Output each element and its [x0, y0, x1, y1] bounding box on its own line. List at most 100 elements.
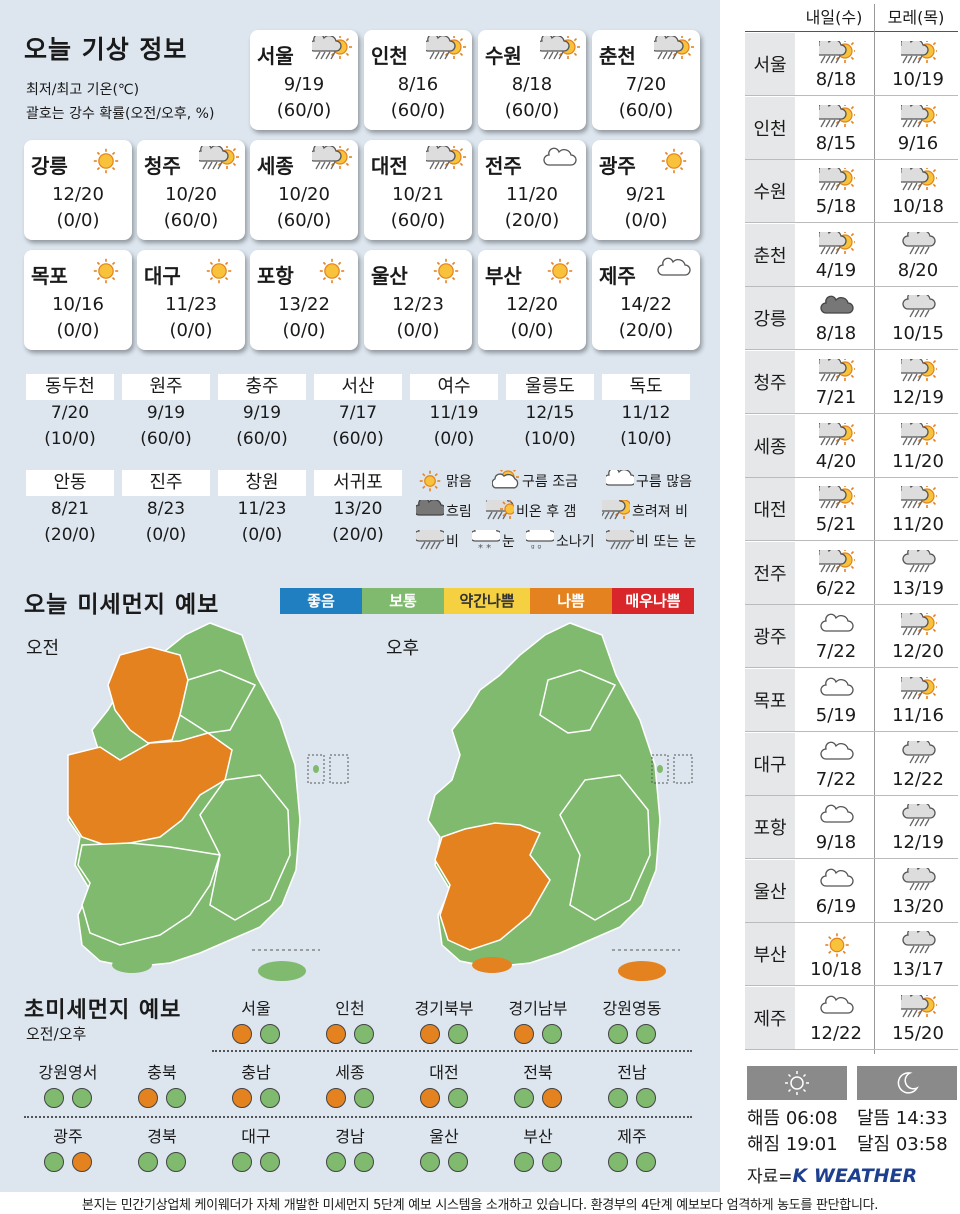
rain-sun-icon — [819, 422, 855, 445]
small-city-prob: (60/0) — [332, 429, 384, 449]
day1-temp: 6/19 — [815, 895, 857, 917]
pm-title: 오늘 미세먼지 예보 — [24, 592, 220, 618]
city-temp: 8/18 — [511, 74, 553, 95]
sun-outline-icon — [785, 1071, 809, 1095]
city-prob: (60/0) — [390, 100, 446, 121]
region-name: 부산 — [523, 1127, 553, 1146]
moon-box — [857, 1066, 957, 1100]
fine-dust-region: 경기남부 — [498, 996, 578, 1044]
legend-label: 비온 후 갬 — [516, 504, 577, 520]
small-city: 서산 7/17 (60/0) — [314, 374, 402, 452]
city-card: 춘천 7/20 (60/0) — [592, 30, 700, 130]
am-dust-dot — [326, 1024, 346, 1044]
am-dust-dot — [420, 1024, 440, 1044]
city-temp: 12/20 — [506, 294, 558, 315]
cloudy-icon — [820, 804, 854, 823]
region-name: 울산 — [429, 1127, 459, 1146]
city-card: 세종 10/20 (60/0) — [250, 140, 358, 240]
rain-sun-icon — [901, 168, 937, 191]
legend-label: 비 또는 눈 — [636, 534, 697, 550]
city-card: 수원 8/18 (60/0) — [478, 30, 586, 130]
forecast-header-row — [745, 0, 958, 32]
fine-dust-region: 대구 — [216, 1124, 296, 1172]
city-name: 대구 — [144, 264, 181, 288]
small-city-name: 진주 — [122, 470, 210, 496]
pm-level-badge: 약간나쁨 — [444, 588, 530, 614]
rain-sun-icon — [901, 359, 937, 382]
svg-text:* *: * * — [478, 543, 491, 552]
city-card: 서울 9/19 (60/0) — [250, 30, 358, 130]
forecast-city: 강릉 — [745, 287, 795, 350]
small-city-prob: (0/0) — [433, 429, 475, 449]
city-prob: (0/0) — [56, 320, 100, 341]
forecast-row: 인천 8/15 9/16 — [745, 96, 958, 160]
pm-dust-dot — [166, 1152, 186, 1172]
region-name: 대전 — [429, 1063, 459, 1082]
cloudy-icon — [606, 470, 634, 486]
small-city-name: 서산 — [314, 374, 402, 400]
region-name: 경기남부 — [508, 999, 568, 1018]
korea-map-pm — [427, 622, 693, 981]
day1-temp: 5/21 — [815, 514, 857, 536]
city-temp: 13/22 — [278, 294, 330, 315]
city-prob: (0/0) — [56, 210, 100, 231]
map-am-label: 오전 — [26, 638, 60, 659]
rain-icon — [902, 740, 936, 763]
svg-text:ᵍ ᵍ: ᵍ ᵍ — [531, 544, 542, 552]
am-dust-dot — [44, 1088, 64, 1108]
forecast-row: 강릉 8/18 10/15 — [745, 287, 958, 351]
small-city-temp: 11/19 — [429, 403, 479, 423]
rain-sun-icon — [901, 995, 937, 1018]
pm-dust-dot — [354, 1152, 374, 1172]
city-prob: (60/0) — [390, 210, 446, 231]
rain-sun-icon — [536, 33, 580, 60]
small-city-temp: 7/20 — [50, 403, 90, 423]
am-dust-dot — [138, 1088, 158, 1108]
day1-temp: 4/20 — [815, 450, 857, 472]
cloudy-icon — [820, 995, 854, 1014]
sun-box — [747, 1066, 847, 1100]
legend-item: ᵍ ᵍ 소나기 — [526, 530, 595, 552]
forecast-city: 제주 — [745, 987, 795, 1049]
forecast-city: 인천 — [745, 96, 795, 159]
am-dust-dot — [514, 1152, 534, 1172]
city-name: 광주 — [599, 154, 636, 178]
pm-level-badge: 매우나쁨 — [612, 588, 694, 614]
sun-icon — [661, 148, 687, 174]
fine-dust-region: 세종 — [310, 1060, 390, 1108]
am-dust-dot — [420, 1152, 440, 1172]
day2-header: 모레(목) — [887, 8, 945, 27]
am-dust-dot — [138, 1152, 158, 1172]
rain-sun-icon — [819, 168, 855, 191]
small-city: 충주 9/19 (60/0) — [218, 374, 306, 452]
small-city: 진주 8/23 (0/0) — [122, 470, 210, 548]
fine-dust-region: 인천 — [310, 996, 390, 1044]
rain-icon — [902, 931, 936, 954]
sun-icon — [433, 258, 459, 284]
city-prob: (0/0) — [624, 210, 668, 231]
pm-dust-dot — [72, 1152, 92, 1172]
rain-sun-icon — [901, 613, 937, 636]
day1-temp: 7/21 — [815, 387, 857, 408]
rain-sun-icon — [422, 33, 466, 60]
small-city-prob: (10/0) — [44, 429, 96, 449]
small-city-temp: 11/23 — [237, 499, 287, 519]
day2-temp: 10/15 — [892, 323, 944, 345]
legend-label: 비 — [446, 534, 459, 550]
day2-temp: 10/18 — [892, 196, 944, 218]
am-dust-dot — [326, 1088, 346, 1108]
city-name: 대전 — [371, 154, 408, 178]
divider — [24, 1116, 692, 1118]
forecast-row: 포항 9/18 12/19 — [745, 796, 958, 860]
am-dust-dot — [608, 1088, 628, 1108]
fine-dust-region: 전북 — [498, 1060, 578, 1108]
pm-dust-dot — [448, 1024, 468, 1044]
day2-temp: 11/16 — [892, 705, 944, 726]
am-dust-dot — [608, 1024, 628, 1044]
day1-temp: 5/18 — [815, 196, 857, 218]
rain-sun-icon — [819, 359, 855, 382]
small-city-prob: (10/0) — [524, 429, 576, 449]
small-city-temp: 8/23 — [146, 499, 186, 519]
pm-dust-dot — [260, 1024, 280, 1044]
pm-level-badge: 좋음 — [280, 588, 362, 614]
